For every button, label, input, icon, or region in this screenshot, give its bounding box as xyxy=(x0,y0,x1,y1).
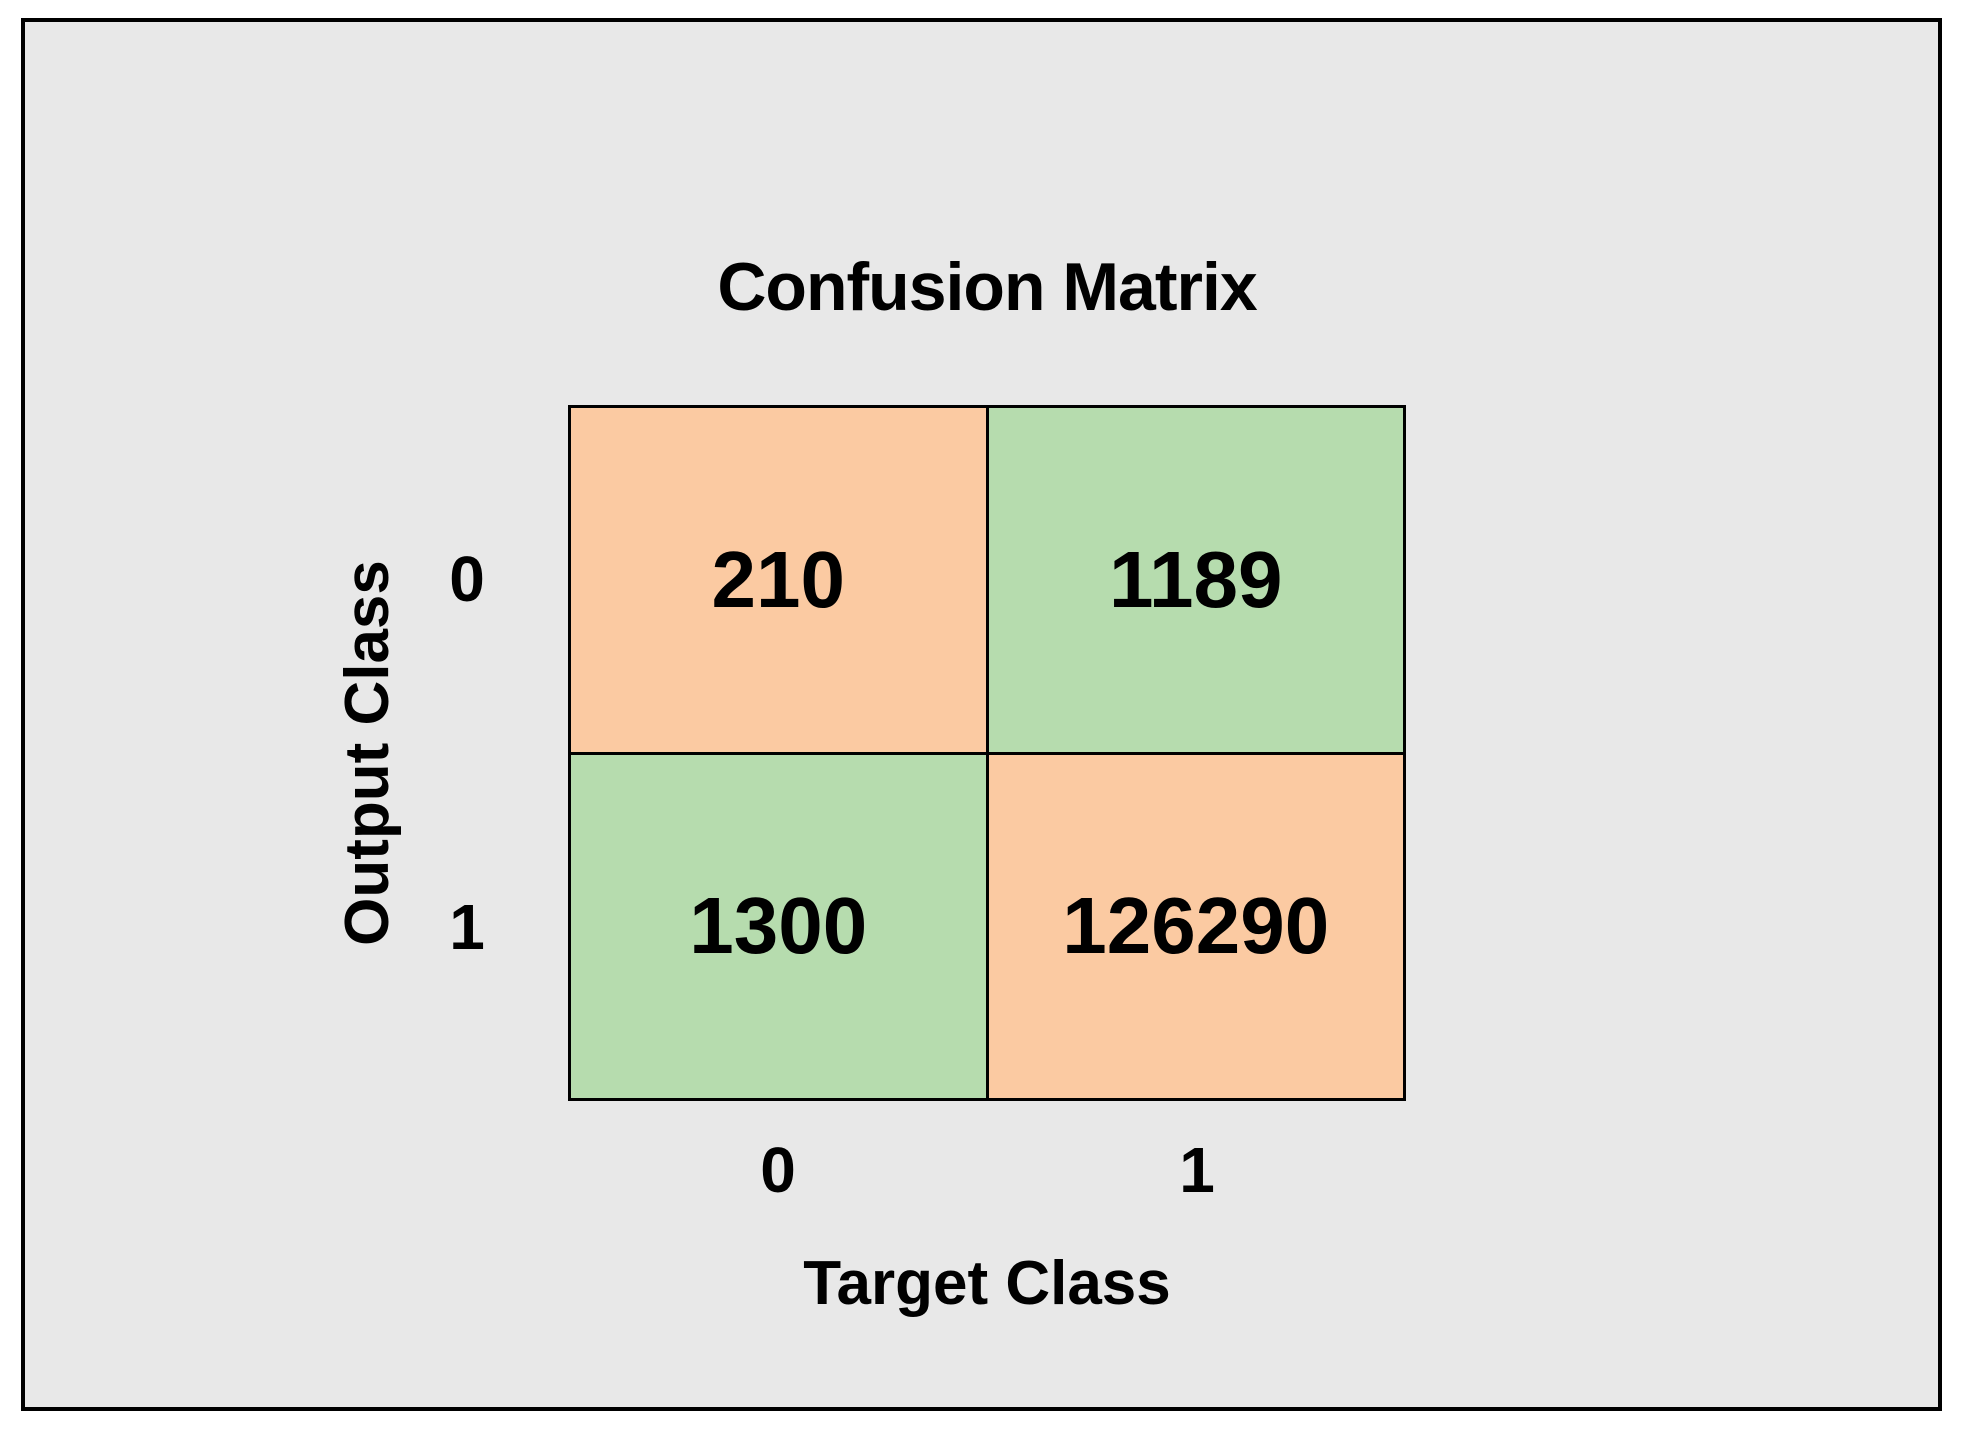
matrix-cell-r1c0: 1300 xyxy=(571,754,986,1098)
x-tick-label-1: 1 xyxy=(1179,1134,1215,1206)
figure-panel: Confusion Matrix Output Class 0 1 210 11… xyxy=(21,18,1942,1411)
y-axis-label: Output Class xyxy=(333,560,402,946)
chart-title: Confusion Matrix xyxy=(717,249,1257,325)
matrix-cell-r0c0: 210 xyxy=(571,408,986,752)
y-tick-label-1: 1 xyxy=(449,891,485,963)
y-tick-label-0: 0 xyxy=(449,543,485,615)
matrix-cell-r1c1: 126290 xyxy=(988,754,1403,1098)
x-tick-label-0: 0 xyxy=(760,1134,796,1206)
matrix-cell-r0c1: 1189 xyxy=(988,408,1403,752)
confusion-matrix-grid: 210 1189 1300 126290 xyxy=(568,405,1406,1101)
x-axis-label: Target Class xyxy=(803,1249,1171,1318)
